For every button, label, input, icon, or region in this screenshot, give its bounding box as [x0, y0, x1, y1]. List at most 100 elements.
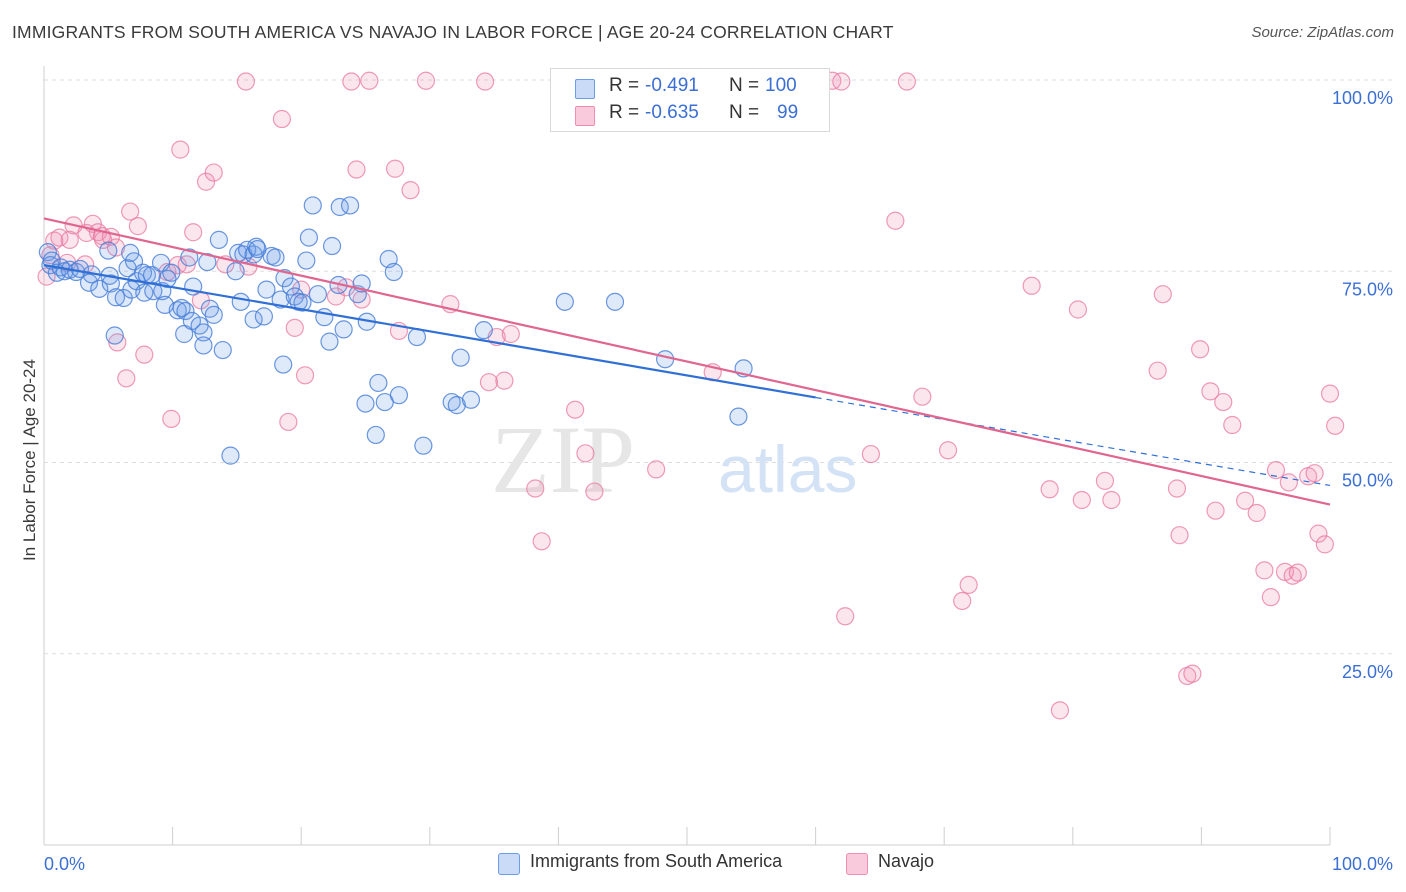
immigrants-point	[320, 332, 339, 351]
immigrants-point	[209, 230, 228, 249]
immigrants-point	[231, 292, 250, 311]
navajo-point	[360, 71, 379, 90]
y-tick-label: 50.0%	[1342, 471, 1393, 491]
navajo-point	[196, 172, 216, 191]
navajo-trend-line	[43, 217, 1331, 506]
navajo-point	[475, 72, 495, 91]
immigrants-point	[293, 293, 312, 312]
navajo-point	[861, 444, 880, 464]
navajo-point	[1261, 588, 1280, 607]
navajo-point	[1288, 563, 1307, 582]
navajo-point	[647, 460, 666, 479]
navajo-point	[285, 318, 304, 337]
navajo-point	[1040, 480, 1059, 499]
navajo-point	[1167, 479, 1187, 498]
immigrants-point	[340, 196, 360, 215]
navajo-point	[121, 202, 140, 221]
navajo-point	[1072, 490, 1091, 510]
y-tick-label: 75.0%	[1342, 279, 1393, 299]
bottom-legend-swatch-blue	[498, 853, 520, 875]
navajo-point	[1236, 491, 1255, 510]
immigrants-point	[356, 394, 375, 413]
watermark-zip: ZIP	[491, 406, 635, 513]
y-tick-label: 100.0%	[1332, 88, 1393, 108]
navajo-point	[832, 72, 851, 91]
navajo-point	[1095, 471, 1115, 490]
legend-n-value: 99	[777, 102, 799, 123]
immigrants-point	[105, 326, 124, 345]
navajo-point	[1068, 300, 1088, 319]
navajo-point	[1201, 382, 1220, 401]
navajo-point	[585, 482, 604, 501]
navajo-point	[1183, 664, 1202, 683]
navajo-point	[1255, 561, 1274, 580]
immigrants-point	[451, 348, 470, 367]
navajo-point	[37, 267, 56, 286]
bottom-legend-swatch-pink	[846, 853, 868, 875]
legend-n-value: 100	[765, 75, 797, 96]
watermark-atlas: atlas	[718, 432, 857, 506]
navajo-point	[204, 163, 223, 182]
x-tick-label: 100.0%	[1332, 854, 1393, 874]
navajo-point	[279, 412, 298, 432]
navajo-point	[117, 369, 136, 388]
trend-lines	[43, 217, 1331, 506]
immigrants-point	[303, 196, 322, 215]
navajo-point	[401, 181, 420, 200]
legend-swatch-pink	[575, 106, 595, 126]
navajo-point	[959, 575, 978, 595]
navajo-point	[128, 217, 147, 236]
navajo-points	[37, 71, 1345, 720]
navajo-point	[479, 373, 499, 392]
immigrants-point	[605, 292, 625, 311]
navajo-point	[1305, 464, 1324, 483]
zipatlas-watermark: ZIP atlas	[491, 406, 857, 513]
navajo-point	[1309, 524, 1328, 543]
navajo-point	[1022, 276, 1041, 295]
navajo-point	[184, 223, 203, 242]
immigrants-point	[414, 436, 433, 455]
immigrants-point	[162, 263, 181, 282]
navajo-point	[1148, 361, 1167, 380]
immigrants-point	[101, 274, 120, 293]
immigrants-point	[194, 336, 213, 355]
immigrants-point	[271, 290, 290, 309]
immigrants-point	[389, 386, 409, 405]
legend-row-navajo: R = -0.635 N = 99	[551, 102, 829, 130]
navajo-point	[272, 109, 292, 129]
navajo-point	[1283, 566, 1302, 585]
navajo-point	[1206, 501, 1225, 520]
immigrants-point	[266, 248, 285, 267]
immigrants-point	[106, 288, 126, 307]
legend-row-immigrants: R = -0.491 N = 100	[551, 75, 829, 103]
immigrants-point	[274, 355, 293, 374]
y-tick-label: 25.0%	[1342, 662, 1393, 682]
navajo-point	[171, 140, 190, 159]
navajo-point	[1214, 392, 1233, 412]
legend-r-label: R =	[609, 102, 640, 123]
immigrants-point	[555, 292, 574, 311]
immigrants-point	[474, 321, 493, 340]
tick-labels: 100.0% 75.0% 50.0% 25.0% 0.0% 100.0%	[44, 88, 1393, 874]
legend-r-label: R =	[609, 75, 640, 96]
immigrants-point	[90, 279, 109, 298]
navajo-point	[576, 444, 595, 463]
bottom-legend-label-navajo: Navajo	[878, 851, 935, 871]
navajo-point	[566, 400, 585, 419]
immigrants-point	[461, 390, 481, 409]
immigrants-point	[244, 310, 263, 329]
navajo-point	[495, 371, 514, 390]
axes	[43, 66, 1331, 846]
navajo-point	[1223, 415, 1242, 435]
navajo-point	[1170, 526, 1189, 545]
navajo-point	[416, 71, 436, 90]
navajo-point	[1247, 503, 1266, 523]
navajo-point	[1315, 535, 1334, 554]
navajo-point	[135, 345, 154, 364]
immigrants-point	[729, 407, 748, 426]
immigrants-point	[204, 305, 223, 324]
navajo-point	[1279, 473, 1298, 492]
navajo-point	[1153, 285, 1172, 304]
legend-r-value: -0.635	[645, 102, 699, 123]
